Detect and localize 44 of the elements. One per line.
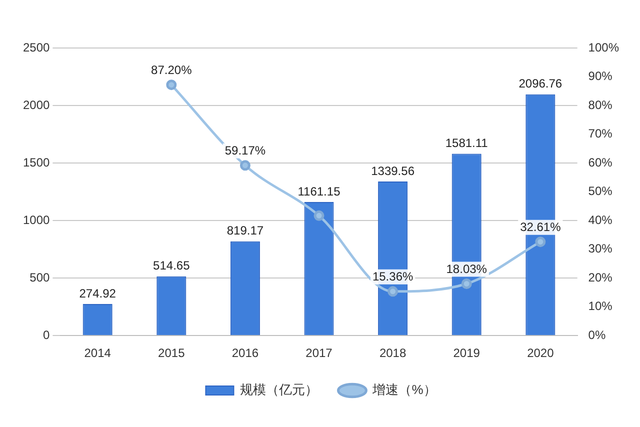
y2-tick-label: 70% (588, 126, 613, 141)
point (314, 210, 324, 221)
data-label: 274.92 (79, 286, 116, 300)
y2-tick-label: 100% (588, 40, 620, 54)
data-label: 514.65 (153, 258, 190, 273)
data-label: 87.20% (151, 63, 192, 78)
y-tick-label: 1000 (22, 212, 50, 227)
data-label: 1339.56 (371, 164, 415, 178)
data-label: 1161.15 (298, 184, 341, 198)
y2-tick-label: 10% (588, 299, 613, 314)
y2-tick-label: 90% (588, 69, 613, 84)
point (535, 236, 546, 248)
legend-label: 增速（%） (372, 382, 436, 398)
x-tick-label: 2016 (232, 346, 259, 360)
y2-tick-label: 50% (588, 184, 613, 198)
data-label: 819.17 (226, 224, 264, 238)
x-tick-label: 2017 (306, 346, 333, 360)
y-tick-label: 2500 (22, 40, 50, 54)
x-tick-label: 2020 (527, 346, 554, 360)
point (461, 278, 472, 289)
x-tick-label: 2019 (453, 346, 480, 360)
point (166, 80, 177, 90)
y-tick-label: 2000 (22, 98, 50, 112)
point (240, 160, 250, 171)
legend-label: 规模（亿元） (240, 382, 318, 398)
x-tick-label: 2015 (158, 346, 186, 360)
point (388, 286, 398, 297)
data-label: 32.61% (520, 220, 562, 234)
y2-tick-label: 30% (588, 242, 613, 256)
y2-tick-label: 80% (588, 98, 613, 112)
y2-tick-label: 60% (588, 155, 613, 170)
y-tick-label: 0 (43, 328, 50, 342)
data-label: 1581.11 (445, 136, 488, 150)
y-tick-label: 500 (30, 270, 50, 284)
x-tick-label: 2018 (379, 346, 406, 360)
y-tick-label: 1500 (22, 155, 50, 170)
data-label: 2096.76 (518, 76, 562, 91)
data-label: 59.17% (224, 144, 266, 158)
y2-tick-label: 0% (588, 328, 606, 342)
y2-tick-label: 20% (588, 270, 613, 284)
x-tick-label: 2014 (84, 346, 112, 360)
y2-tick-label: 40% (588, 212, 613, 227)
data-label: 15.36% (372, 270, 414, 284)
data-label: 18.03% (446, 262, 488, 276)
